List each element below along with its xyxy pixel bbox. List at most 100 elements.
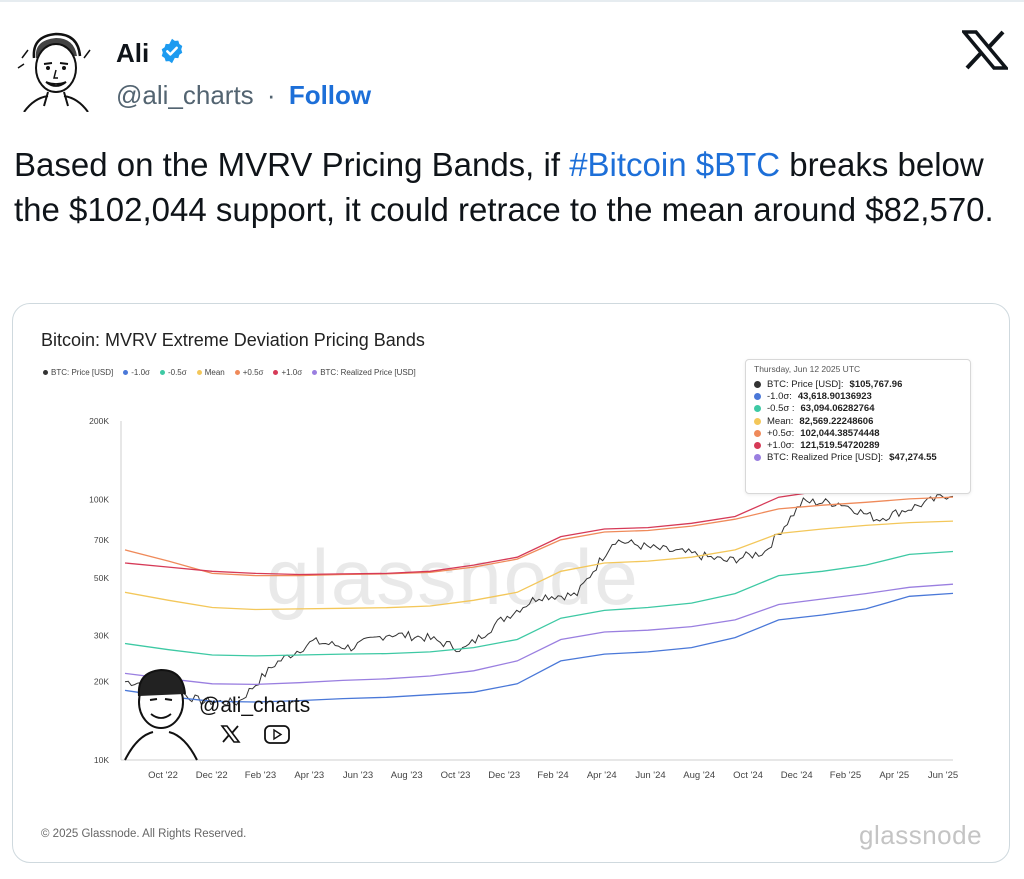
tooltip-row: BTC: Price [USD]: $105,767.96 xyxy=(754,378,962,390)
tweet-text-space xyxy=(687,146,696,183)
glassnode-logo: glassnode xyxy=(859,820,983,850)
tooltip-label: -1.0σ: xyxy=(767,390,792,402)
tooltip-label: +0.5σ: xyxy=(767,427,795,439)
legend-dot-icon xyxy=(159,370,165,375)
legend-label: BTC: Price [USD] xyxy=(51,368,114,377)
watermark-avatar-smile xyxy=(150,713,172,719)
x-tick-label: Oct '24 xyxy=(733,770,763,781)
avatar[interactable] xyxy=(14,28,98,112)
cashtag-link[interactable]: $BTC xyxy=(695,146,781,183)
media-card[interactable]: Bitcoin: MVRV Extreme Deviation Pricing … xyxy=(12,303,1010,863)
series-line-price xyxy=(124,494,954,706)
x-tick-label: Jun '24 xyxy=(635,770,665,781)
y-tick-label: 50K xyxy=(94,573,109,583)
user-handle[interactable]: @ali_charts xyxy=(116,80,254,110)
watermark-x-icon xyxy=(220,725,241,743)
tooltip-dot-icon xyxy=(754,442,761,450)
tooltip-row: +1.0σ: 121,519.54720289 xyxy=(754,439,962,451)
legend-label: BTC: Realized Price [USD] xyxy=(320,368,416,377)
legend-item[interactable]: +1.0σ xyxy=(273,368,302,377)
tooltip-label: -0.5σ : xyxy=(767,403,795,415)
x-tick-label: Dec '24 xyxy=(781,770,813,781)
legend-label: +0.5σ xyxy=(242,368,264,377)
tooltip-label: +1.0σ: xyxy=(767,440,795,452)
handle-row: @ali_charts · Follow xyxy=(116,80,371,111)
chart-title: Bitcoin: MVRV Extreme Deviation Pricing … xyxy=(41,330,425,350)
legend-item[interactable]: -0.5σ xyxy=(159,368,187,377)
x-tick-label: Aug '24 xyxy=(683,770,715,781)
series-line-realized xyxy=(124,583,954,686)
legend-dot-icon xyxy=(312,370,318,375)
tooltip-dot-icon xyxy=(754,405,761,413)
x-tick-label: Jun '23 xyxy=(343,770,373,781)
x-tick-label: Jun '25 xyxy=(928,770,958,781)
tooltip-dot-icon xyxy=(754,392,761,400)
tooltip-value: 102,044.38574448 xyxy=(800,427,880,439)
x-tick-label: Apr '23 xyxy=(294,770,324,781)
background-watermark: glassnode xyxy=(266,533,640,621)
legend-item[interactable]: -1.0σ xyxy=(123,368,150,377)
series-line-minus05 xyxy=(124,550,954,657)
display-name[interactable]: Ali xyxy=(116,38,150,68)
y-tick-label: 10K xyxy=(94,755,109,765)
x-tick-label: Dec '23 xyxy=(488,770,520,781)
legend-dot-icon xyxy=(43,370,48,375)
x-tick-label: Feb '24 xyxy=(537,770,568,781)
y-tick-label: 100K xyxy=(89,494,109,504)
legend-item[interactable]: +0.5σ xyxy=(234,368,264,377)
x-tick-label: Oct '23 xyxy=(441,770,471,781)
x-tick-label: Feb '25 xyxy=(830,770,861,781)
tooltip-label: BTC: Price [USD]: xyxy=(767,378,844,390)
x-tick-label: Oct '22 xyxy=(148,770,178,781)
legend-dot-icon xyxy=(273,370,279,375)
watermark-avatar-brows xyxy=(149,698,173,701)
x-tick-label: Dec '22 xyxy=(196,770,228,781)
tooltip-value: 121,519.54720289 xyxy=(800,440,880,452)
legend-label: -0.5σ xyxy=(167,368,187,377)
tooltip-date: Thursday, Jun 12 2025 UTC xyxy=(754,364,861,374)
tooltip-row: -0.5σ : 63,094.06282764 xyxy=(754,403,962,415)
legend-item[interactable]: BTC: Realized Price [USD] xyxy=(312,368,416,377)
x-tick-label: Feb '23 xyxy=(245,770,276,781)
chart-tooltip: Thursday, Jun 12 2025 UTC BTC: Price [US… xyxy=(745,359,971,494)
x-tick-label: Aug '23 xyxy=(391,770,423,781)
y-tick-label: 30K xyxy=(94,631,109,641)
tweet-text-part: Based on the MVRV Pricing Bands, if xyxy=(14,146,570,183)
watermark-avatar-hair xyxy=(137,668,186,697)
watermark-avatar-shoulders xyxy=(124,731,198,761)
top-divider xyxy=(0,0,1024,2)
legend-dot-icon xyxy=(123,370,129,375)
tooltip-label: BTC: Realized Price [USD]: xyxy=(767,452,884,464)
tooltip-row: -1.0σ: 43,618.90136923 xyxy=(754,390,962,402)
separator-dot: · xyxy=(266,80,276,110)
x-tick-label: Apr '24 xyxy=(587,770,617,781)
legend-item[interactable]: Mean xyxy=(196,368,225,377)
copyright-text: © 2025 Glassnode. All Rights Reserved. xyxy=(41,828,247,840)
legend-label: Mean xyxy=(204,368,225,377)
chart-plot: glassnode 200K 100K 70K 50K 30K 20K 10K Oct '22 D… xyxy=(89,416,958,781)
y-tick-label: 200K xyxy=(89,416,109,426)
tooltip-row: +0.5σ: 102,044.38574448 xyxy=(754,427,962,439)
legend-label: +1.0σ xyxy=(281,368,303,377)
x-tick-label: Apr '25 xyxy=(879,770,909,781)
hashtag-link[interactable]: #Bitcoin xyxy=(569,146,687,183)
legend-label: -1.0σ xyxy=(131,368,150,377)
watermark-youtube-icon xyxy=(264,725,290,744)
series-line-minus1 xyxy=(124,592,954,703)
series-line-mean xyxy=(124,520,954,611)
verified-badge-icon xyxy=(161,38,183,64)
chart-legend: BTC: Price [USD] -1.0σ -0.5σ Mean +0.5σ +1.0σ… xyxy=(43,368,416,377)
follow-button[interactable]: Follow xyxy=(288,80,372,110)
tooltip-dot-icon xyxy=(754,417,761,425)
legend-item[interactable]: BTC: Price [USD] xyxy=(43,368,113,377)
tooltip-row: Mean: 82,569.22248606 xyxy=(754,415,962,427)
tooltip-label: Mean: xyxy=(767,415,794,427)
legend-dot-icon xyxy=(234,370,240,375)
watermark-handle: @ali_charts xyxy=(199,694,310,717)
tooltip-value: 82,569.22248606 xyxy=(799,415,874,427)
tooltip-dot-icon xyxy=(754,380,761,388)
tooltip-value: 63,094.06282764 xyxy=(800,403,875,415)
tweet-text: Based on the MVRV Pricing Bands, if #Bit… xyxy=(14,142,1014,232)
series-line-plus05 xyxy=(124,496,954,577)
x-logo-icon[interactable] xyxy=(962,30,1008,70)
